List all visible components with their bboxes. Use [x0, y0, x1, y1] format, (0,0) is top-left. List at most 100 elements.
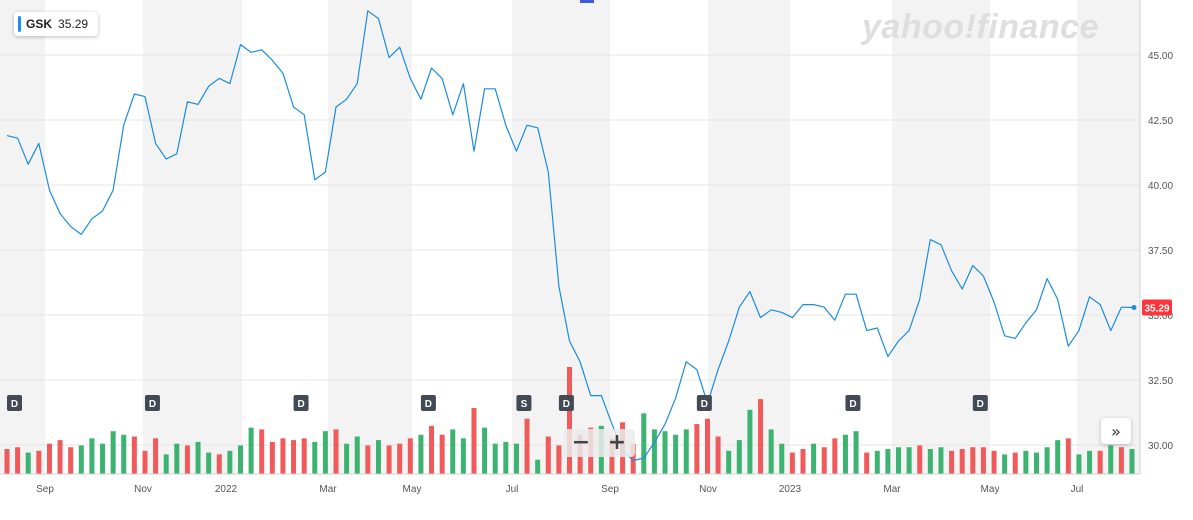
volume-bar	[843, 435, 848, 474]
x-tick-label: 2022	[215, 484, 238, 495]
event-marker-label: D	[849, 399, 856, 410]
month-band	[328, 0, 412, 474]
volume-bar	[641, 413, 646, 474]
volume-bar	[121, 435, 126, 474]
event-marker: D	[697, 395, 712, 411]
x-tick-label: May	[403, 484, 422, 495]
volume-bar	[355, 437, 360, 474]
x-tick-label: Nov	[134, 484, 152, 495]
volume-bar	[196, 442, 201, 474]
ticker-price: 35.29	[58, 17, 88, 31]
volume-bar	[482, 428, 487, 474]
volume-bar	[270, 442, 275, 474]
volume-bar	[896, 447, 901, 474]
volume-bar	[429, 426, 434, 474]
volume-bar	[15, 447, 20, 474]
volume-bar	[153, 438, 158, 474]
volume-bar	[440, 435, 445, 474]
y-tick-label: 32.50	[1148, 376, 1173, 387]
volume-bar	[1066, 438, 1071, 474]
volume-bar	[36, 451, 41, 474]
volume-bar	[758, 399, 763, 474]
volume-bar	[1013, 453, 1018, 474]
volume-bar	[5, 449, 10, 474]
volume-bar	[1130, 449, 1135, 474]
x-tick-label: Nov	[699, 484, 717, 495]
volume-bar	[79, 445, 84, 474]
volume-bar	[981, 447, 986, 474]
event-marker: D	[845, 395, 860, 411]
y-tick-label: 45.00	[1148, 51, 1173, 62]
last-point-dot	[1132, 305, 1137, 310]
volume-bar	[164, 454, 169, 474]
volume-bar	[673, 435, 678, 474]
volume-bar	[302, 438, 307, 474]
volume-bar	[185, 445, 190, 474]
volume-bar	[58, 440, 63, 474]
volume-bar	[280, 438, 285, 474]
volume-bar	[864, 453, 869, 474]
volume-bar	[26, 453, 31, 474]
volume-bar	[217, 454, 222, 474]
volume-bar	[811, 444, 816, 474]
volume-bar	[291, 440, 296, 474]
volume-bar	[694, 424, 699, 474]
volume-bar	[259, 429, 264, 474]
volume-bar	[769, 429, 774, 474]
volume-bar	[323, 431, 328, 474]
volume-bar	[652, 429, 657, 474]
y-tick-label: 30.00	[1148, 441, 1173, 452]
volume-bar	[1055, 440, 1060, 474]
x-tick-label: 2023	[779, 484, 802, 495]
zoom-out-button[interactable]: −	[563, 429, 599, 457]
volume-bar	[68, 447, 73, 474]
volume-bar	[875, 451, 880, 474]
event-marker: D	[559, 395, 574, 411]
volume-bar	[960, 449, 965, 474]
volume-bar	[461, 438, 466, 474]
volume-bar	[907, 447, 912, 474]
event-marker-label: D	[425, 399, 432, 410]
volume-bar	[1108, 445, 1113, 474]
event-marker: D	[421, 395, 436, 411]
volume-bar	[89, 438, 94, 474]
price-tag-label: 35.29	[1144, 303, 1169, 314]
yahoo-finance-logo: yahoo!finance	[862, 8, 1099, 47]
y-tick-label: 37.50	[1148, 246, 1173, 257]
volume-bar	[832, 438, 837, 474]
volume-bar	[716, 437, 721, 474]
event-marker: D	[973, 395, 988, 411]
volume-bar	[747, 410, 752, 474]
x-tick-label: May	[981, 484, 1000, 495]
volume-bar	[47, 444, 52, 474]
y-tick-label: 40.00	[1148, 181, 1173, 192]
volume-bar	[418, 435, 423, 474]
top-tab-indicator	[580, 0, 594, 3]
volume-bar	[885, 449, 890, 474]
ticker-symbol: GSK	[26, 17, 52, 31]
x-tick-label: Jul	[1071, 484, 1084, 495]
scroll-right-button[interactable]: »	[1101, 418, 1131, 444]
volume-bar	[471, 408, 476, 474]
volume-bar	[376, 440, 381, 474]
event-marker-label: S	[521, 399, 528, 410]
event-marker-label: D	[11, 399, 18, 410]
zoom-in-button[interactable]: +	[599, 429, 635, 457]
ticker-badge[interactable]: GSK 35.29	[14, 12, 98, 36]
volume-bar	[1034, 453, 1039, 474]
volume-bar	[1045, 447, 1050, 474]
event-marker: D	[145, 395, 160, 411]
volume-bar	[949, 451, 954, 474]
volume-bar	[1119, 447, 1124, 474]
volume-bar	[1098, 451, 1103, 474]
volume-bar	[970, 447, 975, 474]
volume-bar	[206, 453, 211, 474]
volume-bar	[779, 444, 784, 474]
zoom-control: − +	[563, 429, 635, 457]
x-tick-label: Jul	[506, 484, 519, 495]
volume-bar	[365, 445, 370, 474]
volume-bar	[132, 437, 137, 474]
volume-bar	[238, 445, 243, 474]
